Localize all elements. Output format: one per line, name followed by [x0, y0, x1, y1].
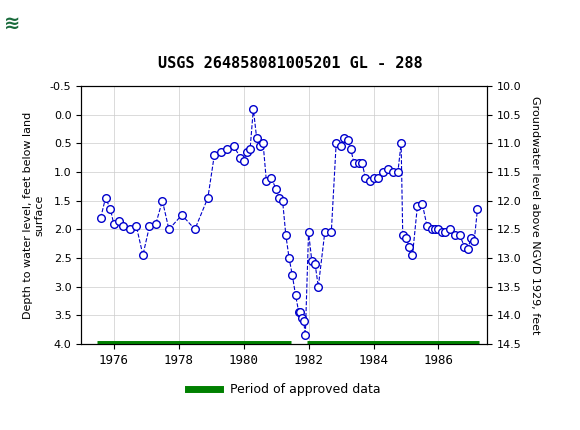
- Text: USGS: USGS: [61, 16, 116, 34]
- Text: USGS 264858081005201 GL - 288: USGS 264858081005201 GL - 288: [158, 56, 422, 71]
- Text: ≋: ≋: [4, 14, 20, 33]
- Legend: Period of approved data: Period of approved data: [183, 378, 385, 401]
- FancyBboxPatch shape: [3, 4, 55, 46]
- Y-axis label: Groundwater level above NGVD 1929, feet: Groundwater level above NGVD 1929, feet: [530, 96, 540, 334]
- Y-axis label: Depth to water level, feet below land
surface: Depth to water level, feet below land su…: [23, 111, 44, 319]
